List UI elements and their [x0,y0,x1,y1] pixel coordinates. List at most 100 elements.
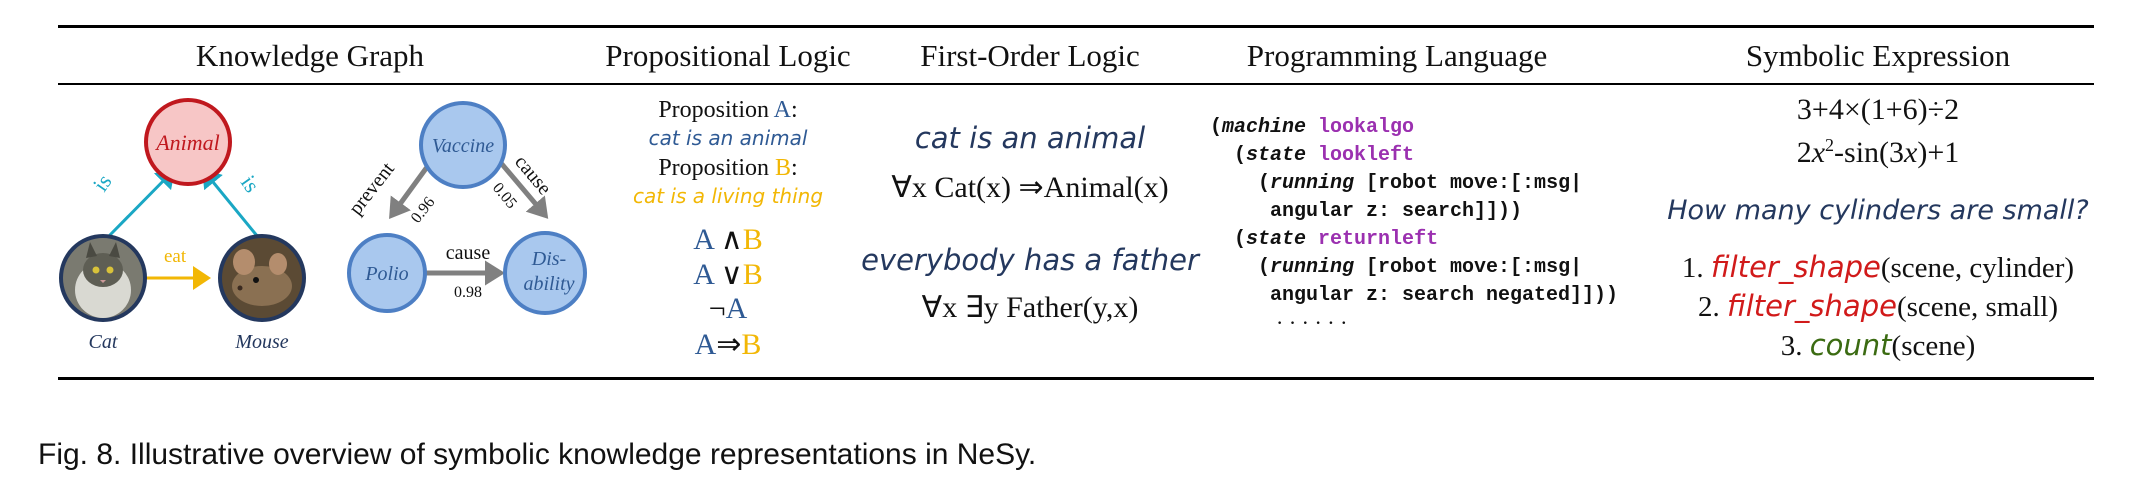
edge-label-is-left: is [88,169,117,195]
node-disability-label-line2: ability [523,273,574,295]
node-mouse-label: Mouse [234,331,288,353]
code-name-returnleft: returnleft [1318,228,1439,251]
sym-expression-1: 3+4×(1+6)÷2 [1796,93,1960,126]
code-text: [robot move:[:msg| [1354,256,1583,279]
sym-step-3-args: (scene) [1891,330,1976,362]
edge-weight-prevent: 0.96 [408,194,439,227]
edge-label-cause-top: cause [510,151,555,199]
edge-weight-cause-bottom: 0.98 [454,284,482,301]
formula-implies-b: B [741,328,762,361]
fol-sentence-2: everybody has a father [861,243,1199,277]
code-paren: ( [1234,228,1247,251]
formula-implies-op: ⇒ [716,328,742,361]
code-paren: ( [1210,116,1223,139]
formula-and: A ∧B [693,222,763,257]
edge-label-prevent: prevent [345,158,400,219]
edge-mouse-animal [202,168,260,238]
header-propositional-logic: Propositional Logic [605,38,851,73]
code-paren: ( [1258,172,1271,195]
proposition-a-title: Proposition A: [658,97,797,124]
table-header-rule [58,83,2094,85]
proposition-b-title: Proposition B: [658,155,797,182]
formula-or-op: ∨ [713,258,743,291]
code-line-5: (state returnleft [1234,228,1438,251]
fol-sentence-1: cat is an animal [914,121,1146,155]
sym-step-1-fn: filter_shape [1710,250,1881,284]
edge-label-eat: eat [164,246,187,267]
sym-step-2-num: 2. [1698,291,1728,323]
proposition-b-prefix: Proposition [658,155,775,181]
edge-label-cause-bottom: cause [446,242,491,264]
formula-not-op: ¬ [708,292,726,325]
node-animal-label: Animal [154,130,220,155]
code-line-3: (running [robot move:[:msg| [1258,172,1582,195]
code-keyword-running: running [1270,172,1355,195]
header-first-order-logic: First-Order Logic [920,38,1140,73]
code-keyword-running: running [1270,256,1355,279]
code-name-lookalgo: lookalgo [1318,116,1415,139]
code-text: [robot move:[:msg| [1354,172,1583,195]
header-programming-language: Programming Language [1246,38,1548,73]
proposition-a-colon: : [791,97,798,123]
edge-weight-cause-top: 0.05 [489,180,520,212]
node-animal [144,98,232,186]
sym-step-2-args: (scene, small) [1896,291,2058,323]
sym-step-3-fn: count [1809,328,1892,362]
formula-and-b: B [742,223,763,256]
code-line-1: (machine lookalgo [1210,116,1414,139]
node-cat-label: Cat [89,331,118,353]
code-line-4: angular z: search]])) [1270,200,1523,223]
formula-or-b: B [742,258,763,291]
code-ellipsis: · · · · · · [1276,310,1348,335]
formula-and-a: A [693,223,714,256]
code-keyword-state: state [1246,144,1307,167]
code-line-2: (state lookleft [1234,144,1414,167]
proposition-a-text: cat is an animal [648,126,808,150]
node-vaccine [419,101,507,189]
proposition-b-text: cat is a living thing [632,184,824,208]
sym-e2-sin: -sin(3 [1834,136,1905,169]
node-polio-label: Polio [364,263,408,285]
code-keyword-state: state [1246,228,1307,251]
node-disability [503,231,587,315]
sym-step-2-fn: filter_shape [1727,289,1897,323]
edge-cat-animal [106,168,176,239]
node-mouse-image [218,234,306,322]
fol-formula-2: ∀x ∃y Father(y,x) [921,291,1139,324]
node-disability-label-line1: Dis- [531,248,566,270]
node-vaccine-label: Vaccine [432,135,494,157]
formula-implies: A⇒B [695,327,762,362]
node-polio [347,233,427,313]
proposition-a-letter: A [773,97,792,123]
edge-label-is-right: is [236,171,265,197]
formula-and-op: ∧ [713,223,743,256]
table-top-rule [58,25,2094,28]
code-name-lookleft: lookleft [1318,144,1415,167]
sym-expression-2: 2x2-sin(3x)+1 [1797,135,1960,170]
header-knowledge-graph: Knowledge Graph [195,38,425,73]
code-line-7: angular z: search negated]])) [1270,284,1619,307]
proposition-b-letter: B [775,155,792,181]
sym-step-1-args: (scene, cylinder) [1880,252,2075,284]
fol-formula-1: ∀x Cat(x) ⇒Animal(x) [891,171,1169,204]
figure-caption: Fig. 8. Illustrative overview of symboli… [38,438,1037,471]
sym-e2-exponent: 2 [1825,135,1835,155]
node-cat-image [59,234,147,322]
knowledge-graph-figure: is is eat Animal Cat Mouse prevent 0.96 … [59,98,587,353]
formula-or: A ∨B [693,257,763,292]
proposition-a-prefix: Proposition [658,97,774,123]
code-line-6: (running [robot move:[:msg| [1258,256,1582,279]
sym-e2-tail: )+1 [1917,136,1960,169]
sym-e2-x: x [1811,136,1826,169]
sym-step-2: 2. filter_shape(scene, small) [1698,289,2058,324]
code-keyword-machine: machine [1222,116,1307,139]
header-symbolic-expression: Symbolic Expression [1745,38,2011,73]
sym-e2-coef: 2 [1796,136,1812,169]
sym-step-3-num: 3. [1780,330,1810,362]
code-paren: ( [1258,256,1271,279]
formula-not: ¬A [709,292,748,326]
sym-question: How many cylinders are small? [1667,195,2089,226]
formula-not-a: A [725,292,748,325]
formula-implies-a: A [694,328,717,361]
code-paren: ( [1234,144,1247,167]
